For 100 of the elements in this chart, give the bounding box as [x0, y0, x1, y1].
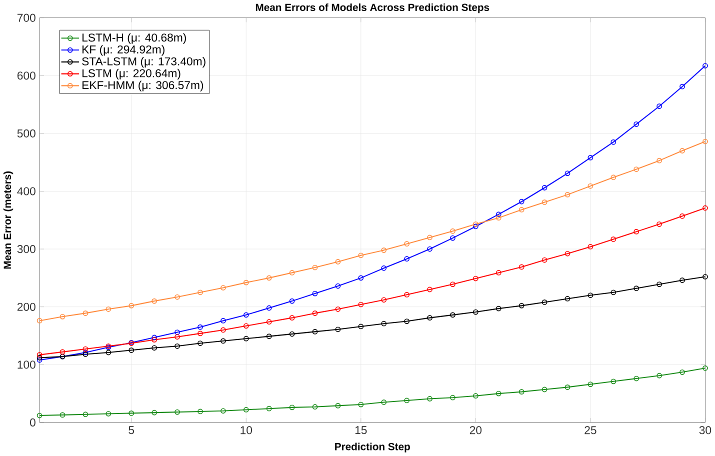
point	[680, 370, 685, 375]
point	[564, 192, 570, 198]
point	[220, 318, 226, 324]
y-tick-label: 300	[17, 245, 36, 254]
point	[381, 248, 387, 253]
point	[680, 148, 685, 154]
point	[404, 318, 410, 324]
point	[60, 412, 66, 418]
point	[518, 199, 524, 204]
point	[542, 185, 548, 191]
point	[496, 270, 502, 276]
point	[152, 345, 158, 351]
x-tick-label: 20	[470, 426, 482, 434]
point	[198, 340, 203, 346]
point	[610, 174, 616, 180]
point	[152, 410, 158, 416]
point	[496, 390, 502, 396]
point	[266, 406, 272, 412]
point	[60, 314, 66, 320]
point	[381, 400, 387, 406]
point	[564, 251, 570, 256]
point	[128, 348, 134, 353]
point	[427, 246, 432, 252]
point	[266, 334, 272, 340]
point	[472, 276, 478, 282]
point	[588, 382, 594, 388]
x-tick-label: 25	[584, 426, 596, 434]
y-axis-title: Mean Error (meters)	[3, 172, 14, 269]
point	[496, 215, 502, 221]
point	[174, 330, 180, 336]
point	[220, 338, 226, 344]
point	[198, 330, 203, 336]
point	[564, 384, 570, 390]
legend-label: LSTM (μ: 220.64m)	[82, 69, 180, 80]
point	[312, 264, 318, 270]
point	[358, 402, 364, 408]
point	[358, 252, 364, 258]
point	[174, 409, 180, 415]
point	[152, 334, 158, 340]
point	[335, 283, 341, 289]
point	[312, 329, 318, 334]
point	[450, 282, 456, 288]
point	[656, 282, 662, 288]
point	[220, 408, 226, 414]
point	[152, 337, 158, 343]
point	[634, 376, 640, 382]
point	[289, 331, 295, 337]
point	[60, 349, 66, 355]
point	[634, 286, 640, 292]
point	[243, 280, 249, 286]
point	[106, 350, 112, 356]
point	[198, 324, 203, 330]
x-axis-title: Prediction Step	[335, 442, 410, 452]
point	[518, 303, 524, 308]
point	[128, 303, 134, 308]
point	[518, 389, 524, 395]
point	[220, 327, 226, 333]
point	[634, 166, 640, 172]
point	[542, 200, 548, 205]
point	[266, 319, 272, 325]
point	[634, 229, 640, 234]
point	[472, 222, 478, 227]
point	[634, 122, 640, 127]
point	[358, 275, 364, 281]
point	[381, 321, 387, 326]
point	[542, 300, 548, 305]
point	[358, 302, 364, 308]
point	[404, 398, 410, 404]
x-tick-label: 30	[699, 426, 712, 434]
point	[427, 286, 432, 292]
point	[82, 412, 88, 418]
point	[496, 212, 502, 218]
point	[656, 158, 662, 164]
point	[610, 378, 616, 384]
point	[680, 213, 685, 219]
point	[404, 241, 410, 247]
point	[542, 386, 548, 392]
point	[656, 222, 662, 227]
point	[152, 298, 158, 304]
point	[564, 296, 570, 302]
point	[518, 264, 524, 270]
point	[564, 170, 570, 176]
point	[82, 310, 88, 316]
x-tick-label: 15	[355, 426, 367, 434]
point	[656, 104, 662, 110]
point	[289, 315, 295, 321]
point	[243, 407, 249, 413]
point	[472, 393, 478, 399]
point	[610, 290, 616, 296]
point	[82, 346, 88, 352]
legend-label: KF (μ: 294.92m)	[82, 45, 164, 56]
point	[450, 235, 456, 241]
point	[427, 396, 432, 402]
legend-label: LSTM-H (μ: 40.68m)	[82, 33, 186, 44]
point	[198, 290, 203, 296]
point	[427, 234, 432, 240]
point	[656, 373, 662, 378]
point	[243, 323, 249, 329]
point	[496, 306, 502, 312]
legend-label: STA-LSTM (μ: 173.40m)	[82, 57, 206, 68]
